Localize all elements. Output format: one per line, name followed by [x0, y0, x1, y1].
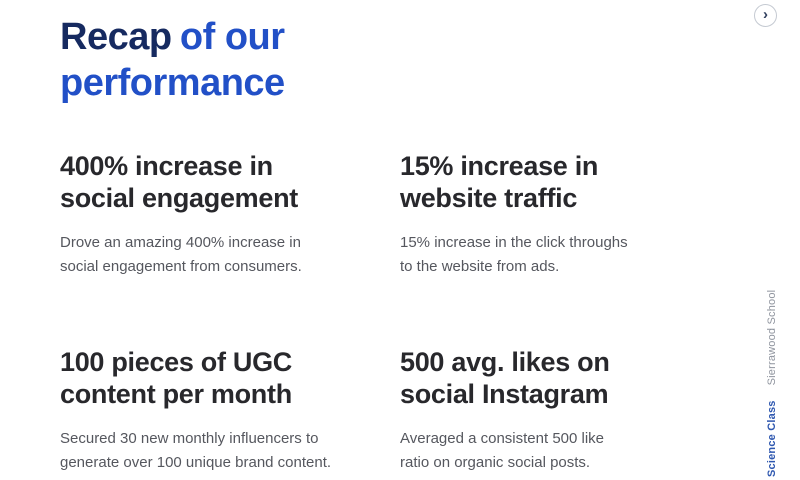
- stat-block-website-traffic: 15% increase in website traffic 15% incr…: [400, 150, 715, 279]
- stat-block-instagram-likes: 500 avg. likes on social Instagram Avera…: [400, 346, 715, 475]
- stat-description: Secured 30 new monthly influencers to ge…: [60, 430, 332, 471]
- stat-heading: 500 avg. likes on social Instagram: [400, 347, 610, 409]
- chevron-right-icon: ›: [763, 6, 768, 23]
- school-name: Sierrawood School: [766, 289, 778, 386]
- page-title: Recap of our performance: [60, 14, 405, 106]
- stat-description: Averaged a consistent 500 like ratio on …: [400, 430, 605, 471]
- stat-block-ugc-content: 100 pieces of UGC content per month Secu…: [60, 346, 375, 475]
- slide-side-label: Science Class Sierrawood School: [766, 290, 778, 477]
- stat-heading: 400% increase in social engagement: [60, 151, 298, 213]
- stat-description: Drove an amazing 400% increase in social…: [60, 234, 302, 275]
- next-slide-button[interactable]: ›: [754, 4, 777, 27]
- title-blue-text: of our performance: [60, 16, 285, 104]
- stat-block-social-engagement: 400% increase in social engagement Drove…: [60, 150, 375, 279]
- course-name: Science Class: [766, 400, 778, 477]
- title-dark-text: Recap: [60, 16, 172, 58]
- stat-heading: 100 pieces of UGC content per month: [60, 347, 292, 409]
- stat-description: 15% increase in the click throughs to th…: [400, 234, 628, 275]
- stat-heading: 15% increase in website traffic: [400, 151, 599, 213]
